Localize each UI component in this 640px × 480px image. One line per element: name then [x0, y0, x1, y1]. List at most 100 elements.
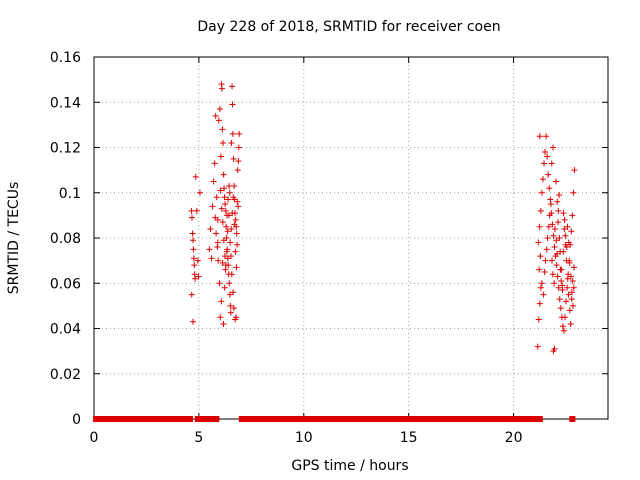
data-point — [559, 287, 566, 294]
data-point — [550, 232, 557, 239]
x-tick-label: 5 — [194, 430, 203, 446]
data-point — [206, 246, 213, 253]
data-point — [571, 264, 578, 271]
data-point — [567, 273, 574, 280]
data-point — [211, 160, 218, 167]
data-point — [214, 244, 221, 251]
data-point — [564, 275, 571, 282]
data-point — [190, 246, 197, 253]
data-point — [562, 232, 569, 239]
data-point — [233, 314, 240, 321]
zero-value-markers — [93, 416, 576, 422]
data-point — [555, 284, 562, 291]
data-point — [227, 239, 234, 246]
zero-marker-run — [93, 416, 193, 422]
data-point — [191, 262, 198, 269]
data-point — [545, 171, 552, 178]
data-point — [217, 314, 224, 321]
y-tick-label: 0.16 — [50, 50, 81, 66]
data-point — [536, 266, 543, 273]
data-point — [571, 167, 578, 174]
data-point — [556, 192, 563, 199]
data-point — [188, 291, 195, 298]
data-point — [209, 203, 216, 210]
data-point — [215, 257, 222, 264]
data-point — [548, 257, 555, 264]
x-tick-label: 20 — [505, 430, 523, 446]
data-point — [542, 149, 549, 156]
data-point — [556, 296, 563, 303]
data-point — [196, 189, 203, 196]
data-point — [212, 214, 219, 221]
data-point — [543, 133, 550, 140]
data-point — [569, 212, 576, 219]
data-point — [189, 230, 196, 237]
data-point — [557, 305, 564, 312]
zero-marker-run — [212, 416, 220, 422]
data-point — [566, 307, 573, 314]
data-point — [217, 187, 224, 194]
data-point — [231, 182, 238, 189]
data-point — [557, 266, 564, 273]
data-point — [547, 196, 554, 203]
data-point — [235, 203, 242, 210]
data-point — [561, 216, 568, 223]
data-point — [541, 160, 548, 167]
data-point — [228, 139, 235, 146]
data-point — [208, 255, 215, 262]
data-point — [564, 284, 571, 291]
data-point — [233, 230, 240, 237]
data-point — [207, 225, 214, 232]
data-point — [220, 237, 227, 244]
data-point — [570, 284, 577, 291]
data-point — [229, 130, 236, 137]
data-point — [212, 112, 219, 119]
data-point — [234, 167, 241, 174]
data-point — [218, 205, 225, 212]
data-point — [235, 158, 242, 165]
data-point — [565, 291, 572, 298]
x-axis-label: GPS time / hours — [291, 458, 408, 474]
data-point — [536, 223, 543, 230]
data-point — [551, 244, 558, 251]
data-point — [195, 273, 202, 280]
data-point — [568, 296, 575, 303]
chart-title: Day 228 of 2018, SRMTID for receiver coe… — [197, 19, 500, 35]
data-point — [539, 176, 546, 183]
zero-marker-run — [569, 416, 576, 422]
data-point — [228, 271, 235, 278]
y-tick-label: 0.1 — [59, 186, 81, 202]
data-point — [566, 259, 573, 266]
data-point — [227, 302, 234, 309]
data-point — [218, 85, 225, 92]
data-point — [227, 309, 234, 316]
data-point — [230, 194, 237, 201]
data-point — [220, 171, 227, 178]
data-point — [563, 257, 570, 264]
data-point — [230, 305, 237, 312]
x-tick-labels: 0 5 10 15 20 — [90, 430, 523, 446]
data-point — [567, 320, 574, 327]
data-point — [544, 153, 551, 160]
data-point — [225, 196, 232, 203]
data-point — [563, 298, 570, 305]
data-point — [231, 221, 238, 228]
data-point — [220, 320, 227, 327]
data-point — [193, 207, 200, 214]
data-point — [221, 253, 228, 260]
data-point — [570, 189, 577, 196]
data-point — [553, 237, 560, 244]
data-point — [561, 225, 568, 232]
data-point — [538, 280, 545, 287]
data-point — [221, 194, 228, 201]
data-point — [568, 228, 575, 235]
data-point — [229, 210, 236, 217]
data-point — [218, 298, 225, 305]
data-point — [232, 248, 239, 255]
data-point — [536, 300, 543, 307]
data-point — [550, 144, 557, 151]
x-tick-label: 10 — [295, 430, 313, 446]
data-point — [545, 223, 552, 230]
data-point — [217, 153, 224, 160]
